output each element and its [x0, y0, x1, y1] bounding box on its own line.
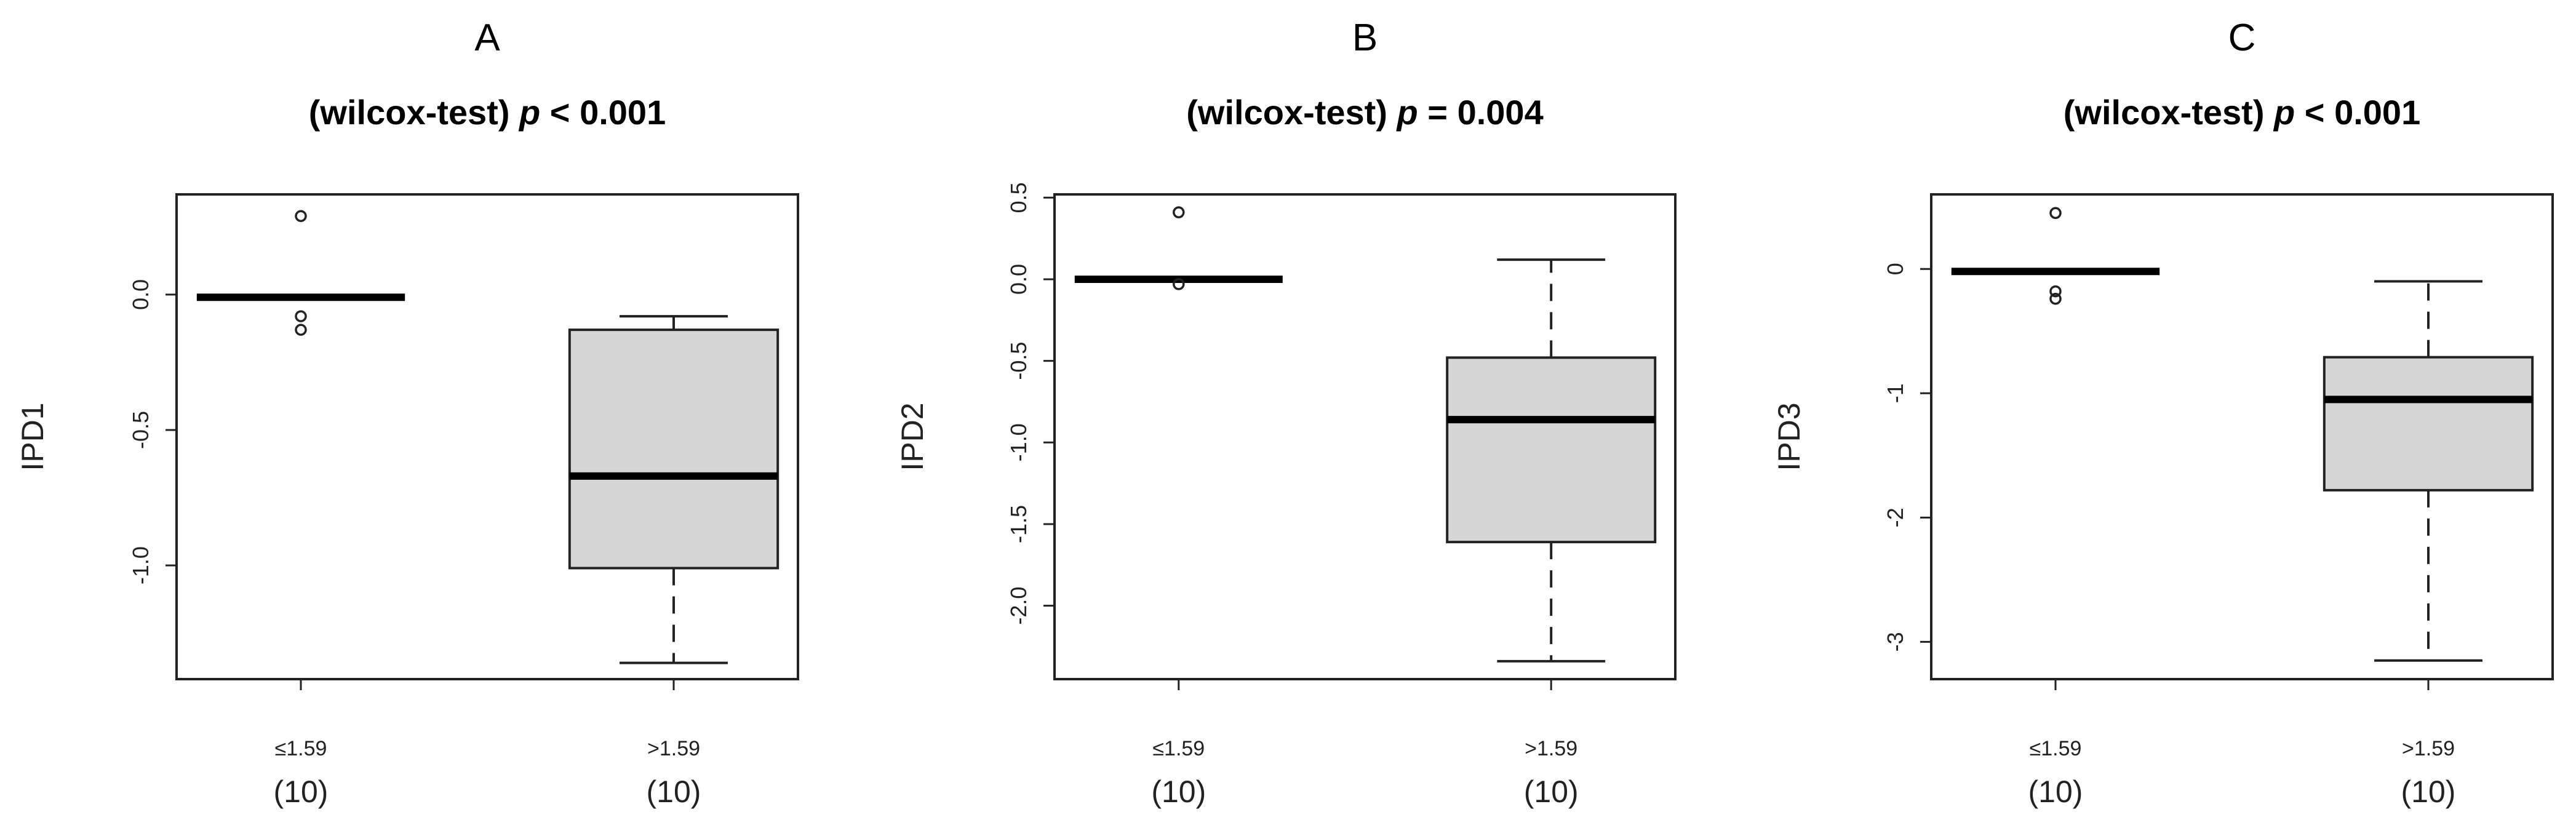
y-tick-label: -3 [1883, 632, 1908, 651]
test-name: (wilcox-test) [1186, 93, 1397, 132]
box-2 [568, 315, 780, 664]
y-tick-label: 0.5 [1006, 182, 1031, 213]
y-tick-label: -1 [1883, 383, 1908, 403]
x-category-label: ≤1.59 [275, 737, 327, 760]
x-category-label: >1.59 [647, 737, 700, 760]
panel-letter: A [474, 17, 500, 59]
chart-panel-a: A (wilcox-test) p < 0.001 IPD1 -1.0 -0.5 0.0 ≤… [15, 17, 799, 809]
interquartile-box [2323, 356, 2534, 492]
y-tick-label: 0.0 [128, 279, 153, 310]
panel-letter: B [1352, 17, 1378, 59]
x-category-label: >1.59 [1525, 737, 1577, 760]
box-2 [2323, 280, 2534, 662]
chart-panel-c: C (wilcox-test) p < 0.001 IPD3 -3 -2 -1 0 ≤1.59… [1772, 17, 2554, 809]
chart-title: (wilcox-test) p < 0.001 [2064, 93, 2420, 132]
interquartile-box [1446, 356, 1657, 544]
x-category-label: ≤1.59 [2030, 737, 2082, 760]
y-tick-label: -1.0 [128, 546, 153, 584]
plot-frame [1053, 193, 1677, 680]
group-size-label: (10) [1524, 774, 1579, 809]
group-size-label: (10) [274, 774, 329, 809]
y-axis-label: IPD1 [15, 402, 50, 471]
outlier-point [295, 310, 307, 322]
test-name: (wilcox-test) [2064, 93, 2274, 132]
plot-frame [1930, 193, 2554, 680]
outlier-point [295, 210, 307, 222]
chart-title: (wilcox-test) p = 0.004 [1186, 93, 1543, 132]
panel-letter: C [2228, 17, 2256, 59]
x-category-label: ≤1.59 [1152, 737, 1205, 760]
y-tick-label: -0.5 [128, 411, 153, 449]
p-symbol: p [518, 93, 540, 132]
p-symbol: p [1396, 93, 1418, 132]
y-tick-label: -1.0 [1006, 423, 1031, 461]
y-tick-label: -0.5 [1006, 342, 1031, 380]
outlier-point [2049, 207, 2062, 220]
x-category-label: >1.59 [2402, 737, 2455, 760]
box-1 [1074, 206, 1283, 290]
p-value: < 0.001 [2295, 93, 2420, 132]
box-1 [1951, 207, 2160, 305]
outlier-point [295, 324, 307, 336]
p-value: < 0.001 [540, 93, 666, 132]
y-axis-label: IPD3 [1772, 402, 1806, 471]
y-tick-label: -2 [1883, 508, 1908, 527]
box-1 [196, 210, 405, 336]
y-axis-label: IPD2 [895, 402, 930, 471]
group-size-label: (10) [647, 774, 701, 809]
plot-frame [175, 193, 799, 680]
interquartile-box [568, 328, 780, 570]
chart-title: (wilcox-test) p < 0.001 [309, 93, 666, 132]
p-symbol: p [2273, 93, 2295, 132]
y-tick-label: -2.0 [1006, 587, 1031, 625]
outlier-point [2049, 292, 2062, 305]
outlier-point [1173, 278, 1185, 290]
outlier-point [1173, 206, 1185, 218]
outlier-point [2049, 285, 2062, 298]
chart-panel-b: B (wilcox-test) p = 0.004 IPD2 -2.0 -1.5 -1.0… [895, 17, 1677, 809]
test-name: (wilcox-test) [309, 93, 519, 132]
y-tick-label: -1.5 [1006, 505, 1031, 543]
group-size-label: (10) [1151, 774, 1206, 809]
group-size-label: (10) [2028, 774, 2083, 809]
y-tick-label: 0.0 [1006, 264, 1031, 295]
group-size-label: (10) [2401, 774, 2456, 809]
box-2 [1446, 258, 1657, 663]
p-value: = 0.004 [1418, 93, 1544, 132]
y-tick-label: 0 [1883, 263, 1908, 275]
